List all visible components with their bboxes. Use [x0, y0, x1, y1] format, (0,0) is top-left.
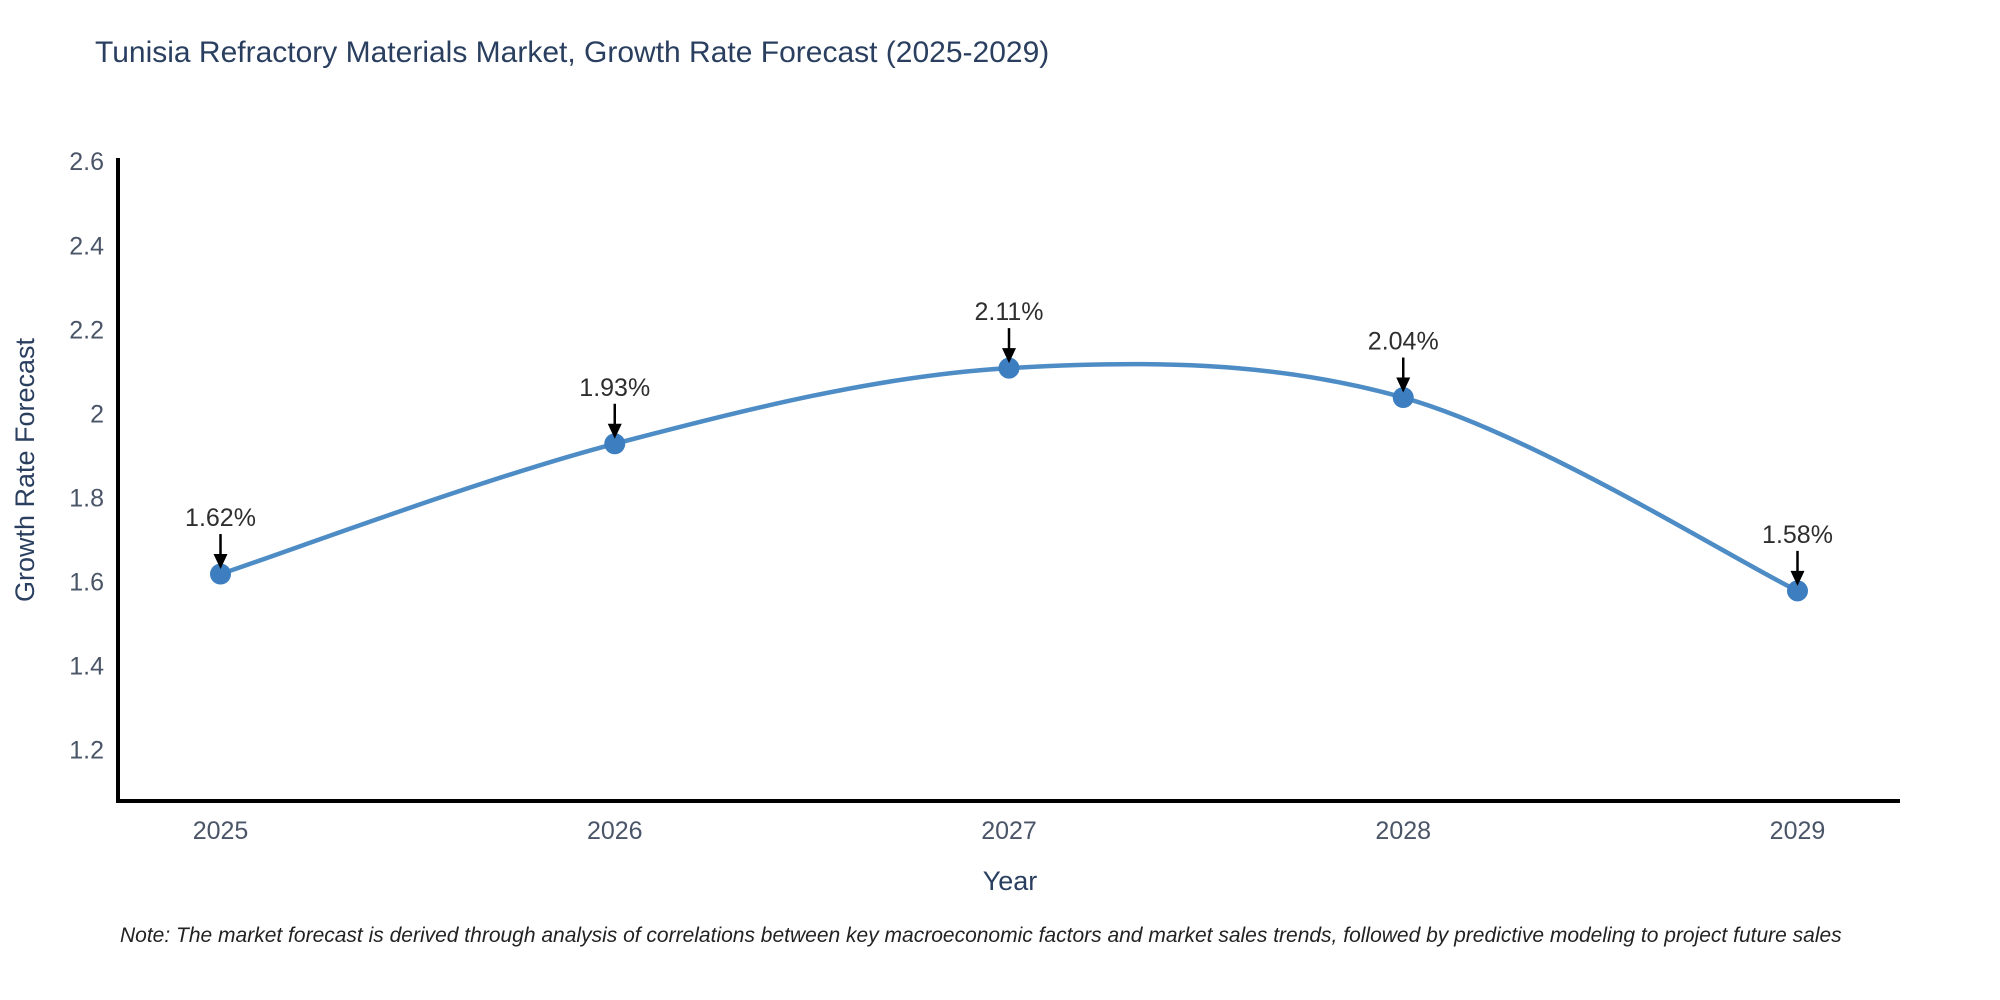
y-tick-label: 2.2 [69, 316, 104, 344]
y-tick-label: 2.6 [69, 148, 104, 176]
point-annotation-label: 2.11% [974, 298, 1043, 326]
point-annotation-label: 1.62% [185, 504, 256, 532]
x-tick-label: 2027 [981, 817, 1037, 845]
y-tick-label: 1.8 [69, 484, 104, 512]
y-axis-title: Growth Rate Forecast [10, 337, 40, 603]
y-tick-label: 1.6 [69, 568, 104, 596]
y-tick-label: 1.2 [69, 737, 104, 765]
point-annotation-label: 1.93% [579, 374, 650, 402]
data-point-marker [998, 357, 1020, 379]
annotation-arrowhead [1002, 348, 1016, 364]
x-tick-label: 2028 [1375, 817, 1431, 845]
annotation-arrowhead [607, 423, 622, 439]
annotation-arrowhead [1790, 570, 1805, 586]
y-tick-label: 2 [90, 400, 104, 428]
data-point-marker [604, 433, 626, 455]
x-axis-title: Year [982, 866, 1038, 896]
data-point-marker [1786, 580, 1808, 602]
chart-title: Tunisia Refractory Materials Market, Gro… [95, 36, 1050, 69]
data-point-marker [210, 563, 232, 585]
annotation-arrowhead [1396, 377, 1411, 393]
x-tick-label: 2026 [587, 817, 643, 845]
x-tick-label: 2025 [193, 817, 249, 845]
footnote: Note: The market forecast is derived thr… [120, 924, 1842, 947]
point-annotation-label: 2.04% [1368, 328, 1439, 356]
x-tick-label: 2029 [1770, 817, 1826, 845]
point-annotation-label: 1.58% [1762, 521, 1833, 549]
data-point-marker [1392, 387, 1414, 409]
annotation-arrowhead [213, 554, 228, 570]
y-tick-label: 2.4 [69, 232, 104, 260]
series-line [218, 361, 1800, 594]
y-tick-label: 1.4 [69, 653, 104, 681]
